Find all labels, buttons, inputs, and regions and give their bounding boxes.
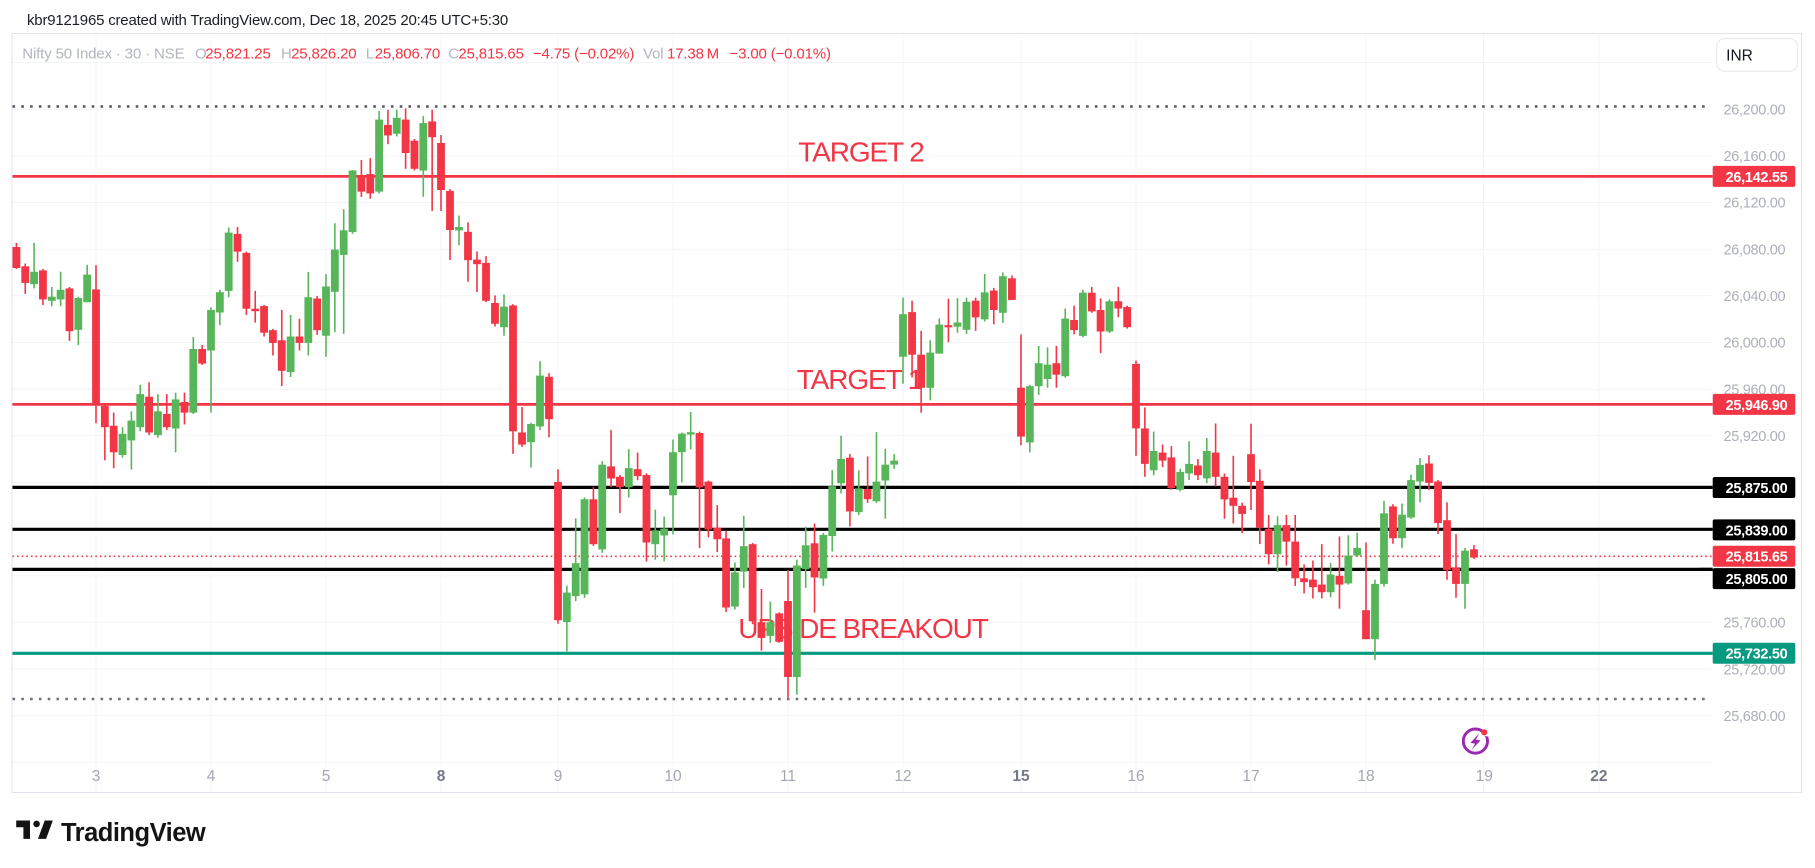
svg-text:26,040.00: 26,040.00 [1724,289,1786,305]
svg-text:25,821.25: 25,821.25 [205,46,270,63]
svg-text:25,839.00: 25,839.00 [1726,523,1788,539]
svg-text:16: 16 [1127,768,1144,785]
svg-text:19: 19 [1476,768,1493,785]
svg-text:kbr9121965 created with Tradin: kbr9121965 created with TradingView.com,… [27,12,508,29]
svg-text:O: O [195,46,207,63]
svg-text:26,080.00: 26,080.00 [1724,242,1786,258]
svg-text:3: 3 [92,768,101,785]
svg-text:12: 12 [894,768,911,785]
svg-text:C: C [448,46,459,63]
svg-text:5: 5 [322,768,331,785]
svg-text:25,815.65: 25,815.65 [458,46,523,63]
svg-text:H: H [281,46,292,63]
svg-text:26,000.00: 26,000.00 [1724,336,1786,352]
svg-text:9: 9 [554,768,563,785]
svg-text:25,720.00: 25,720.00 [1724,662,1786,678]
svg-text:15: 15 [1012,768,1030,785]
svg-text:25,760.00: 25,760.00 [1724,616,1786,632]
svg-text:17: 17 [1242,768,1259,785]
svg-text:25,732.50: 25,732.50 [1726,647,1788,663]
svg-text:18: 18 [1357,768,1374,785]
svg-text:25,806.70: 25,806.70 [375,46,440,63]
svg-text:L: L [366,46,374,63]
svg-text:TradingView: TradingView [61,819,206,847]
svg-text:26,142.55: 26,142.55 [1726,170,1788,186]
svg-text:10: 10 [664,768,682,785]
svg-text:25,680.00: 25,680.00 [1724,709,1786,725]
svg-text:TARGET 1: TARGET 1 [797,364,923,395]
svg-text:−4.75 (−0.02%): −4.75 (−0.02%) [533,46,634,63]
svg-text:11: 11 [780,768,796,785]
svg-text:INR: INR [1726,47,1753,64]
svg-text:TARGET 2: TARGET 2 [798,137,924,168]
svg-text:4: 4 [207,768,216,785]
svg-text:25,875.00: 25,875.00 [1726,481,1788,497]
svg-text:25,826.20: 25,826.20 [291,46,356,63]
svg-text:17.38 M: 17.38 M [667,46,719,63]
svg-text:−3.00 (−0.01%): −3.00 (−0.01%) [730,46,831,63]
svg-text:25,805.00: 25,805.00 [1726,572,1788,588]
svg-text:8: 8 [437,768,446,785]
svg-text:25,920.00: 25,920.00 [1724,429,1786,445]
svg-text:Vol: Vol [643,46,663,63]
svg-text:22: 22 [1590,768,1607,785]
svg-text:26,160.00: 26,160.00 [1724,149,1786,165]
svg-text:26,120.00: 26,120.00 [1724,196,1786,212]
svg-text:26,200.00: 26,200.00 [1724,102,1786,118]
svg-text:Nifty 50 Index · 30 · NSE: Nifty 50 Index · 30 · NSE [22,46,184,63]
svg-text:25,946.90: 25,946.90 [1726,398,1788,414]
svg-text:25,815.65: 25,815.65 [1726,550,1788,566]
